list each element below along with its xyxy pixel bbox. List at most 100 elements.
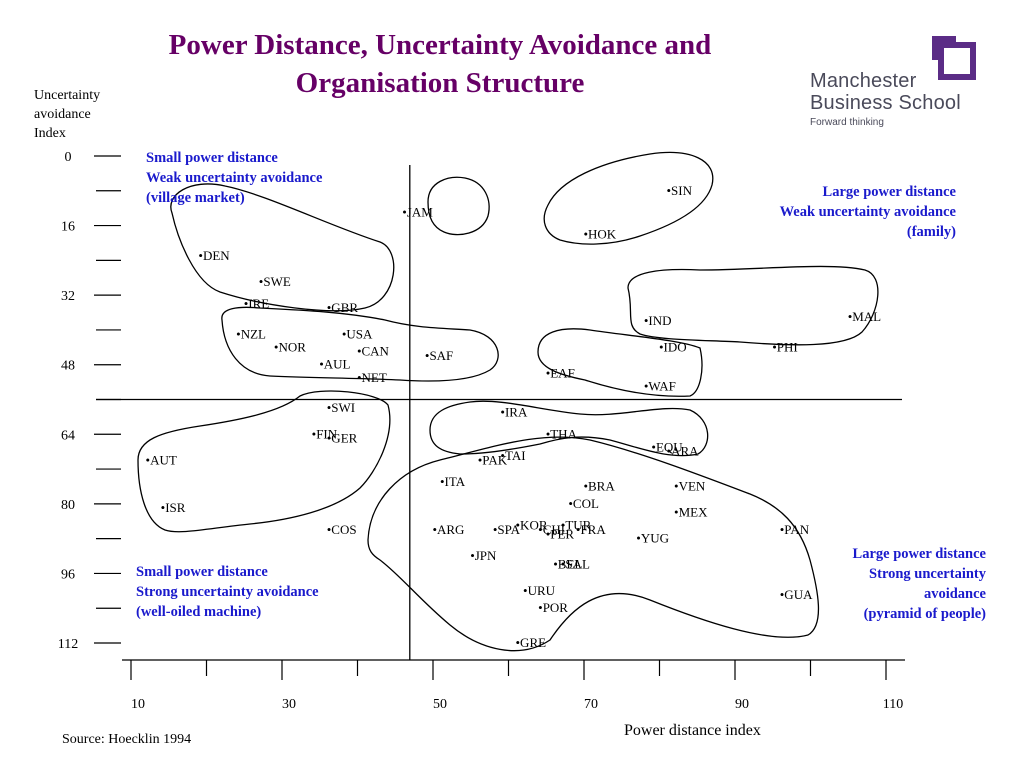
x-tick-label: 90 (735, 697, 749, 712)
y-tick-label: 32 (61, 289, 75, 304)
source-note: Source: Hoecklin 1994 (62, 732, 192, 747)
point-gbr: •GBR (327, 300, 359, 315)
quadrant-br-line-3: avoidance (923, 586, 986, 602)
y-axis-label-line-2: avoidance (34, 107, 91, 122)
point-ira: •IRA (500, 405, 528, 420)
outline-african (537, 328, 703, 397)
point-jam: •JAM (402, 205, 433, 220)
point-gua: •GUA (780, 587, 813, 602)
x-tick-label: 10 (131, 697, 145, 712)
point-mex: •MEX (674, 505, 708, 520)
point-pan: •PAN (780, 522, 810, 537)
point-pak: •PAK (478, 452, 508, 467)
point-sal: •SAL (561, 557, 590, 572)
manchester-logo-icon (932, 36, 976, 80)
outline-sin-hok (543, 151, 714, 245)
point-per: •PER (546, 526, 575, 541)
point-swe: •SWE (259, 274, 291, 289)
quadrant-br-line-2: Strong uncertainty (869, 566, 986, 582)
point-jpn: •JPN (470, 548, 497, 563)
quadrant-tr-line-3: (family) (906, 224, 956, 240)
quadrant-tr-line-1: Large power distance (822, 184, 956, 200)
logo-wordmark: Manchester Business School Forward think… (810, 70, 1000, 130)
point-chl: •CHL (538, 522, 569, 537)
quadrant-label-family: Large power distance Weak uncertainty av… (700, 182, 956, 242)
y-tick-label: 64 (61, 428, 75, 443)
point-fra: •FRA (576, 522, 606, 537)
quadrant-br-line-4: (pyramid of people) (863, 606, 986, 622)
outline-village-market (170, 183, 395, 312)
point-nor: •NOR (274, 339, 306, 354)
point-sin: •SIN (667, 183, 693, 198)
point-isr: •ISR (161, 500, 186, 515)
point-yug: •YUG (636, 531, 669, 546)
chart-axes: 0 16 32 48 64 80 96 112 10 30 50 70 90 110 (58, 150, 905, 712)
point-swi: •SWI (327, 400, 355, 415)
point-phi: •PHI (772, 339, 798, 354)
point-uru: •URU (523, 583, 556, 598)
quadrant-bl-line-1: Small power distance (136, 564, 268, 580)
quadrant-tr-line-2: Weak uncertainty avoidance (779, 204, 956, 220)
point-tur: •TUR (561, 518, 592, 533)
point-fin: •FIN (312, 426, 338, 441)
cluster-outlines (137, 151, 879, 652)
y-axis-label-line-1: Uncertainty (34, 88, 101, 103)
point-ido: •IDO (659, 339, 687, 354)
point-por: •POR (538, 600, 568, 615)
quadrant-tl-line-3: (village market) (146, 190, 245, 206)
point-eaf: •EAF (546, 365, 575, 380)
point-usa: •USA (342, 326, 373, 341)
country-points: •DEN •SWE •IRE •GBR •NZL •NOR •USA •CAN •AUL •NET… (146, 183, 882, 650)
point-aut: •AUT (146, 452, 177, 467)
point-cos: •COS (327, 522, 357, 537)
quadrant-dividers (96, 165, 902, 660)
outline-jamaica (427, 176, 490, 236)
x-tick-label: 50 (433, 697, 447, 712)
y-tick-label: 96 (61, 567, 75, 582)
slide-title: Power Distance, Uncertainty Avoidance an… (80, 26, 800, 102)
point-ind: •IND (644, 313, 672, 328)
y-tick-label: 112 (58, 637, 78, 652)
point-kor: •KOR (516, 518, 548, 533)
point-mal: •MAL (848, 309, 881, 324)
quadrant-label-village-market: Small power distance Weak uncertainty av… (146, 148, 322, 208)
point-arg: •ARG (432, 522, 464, 537)
quadrant-label-pyramid-of-people: Large power distance Strong uncertainty … (760, 544, 986, 624)
logo-tagline: Forward thinking (810, 117, 884, 128)
title-line-1: Power Distance, Uncertainty Avoidance an… (168, 29, 712, 61)
point-bra: •BRA (583, 478, 615, 493)
point-can: •CAN (357, 344, 390, 359)
point-ita: •ITA (440, 474, 466, 489)
outline-anglo-cluster (221, 306, 499, 382)
x-tick-label: 110 (883, 697, 903, 712)
outline-germanic (137, 390, 391, 533)
point-gre: •GRE (516, 635, 547, 650)
outline-middle-east (429, 400, 709, 457)
point-tha: •THA (546, 426, 578, 441)
point-net: •NET (357, 370, 387, 385)
point-saf: •SAF (425, 348, 453, 363)
point-aul: •AUL (319, 357, 350, 372)
point-hok: •HOK (583, 226, 616, 241)
y-tick-label: 48 (61, 359, 75, 374)
point-den: •DEN (198, 248, 230, 263)
point-bel: •BEL (553, 557, 582, 572)
point-waf: •WAF (644, 378, 676, 393)
y-axis-label: Uncertainty avoidance Index (34, 86, 130, 143)
logo-line-2: Business School (810, 92, 961, 114)
y-tick-label: 80 (61, 498, 75, 513)
point-ger: •GER (327, 431, 358, 446)
quadrant-bl-line-2: Strong uncertainty avoidance (136, 584, 319, 600)
point-equ: •EQU (651, 439, 683, 454)
point-ven: •VEN (674, 478, 706, 493)
point-tai: •TAI (500, 448, 525, 463)
outline-pyramid (367, 436, 820, 652)
y-tick-label: 16 (61, 220, 75, 235)
point-col: •COL (568, 496, 599, 511)
quadrant-label-well-oiled-machine: Small power distance Strong uncertainty … (136, 562, 319, 622)
point-nzl: •NZL (236, 326, 266, 341)
quadrant-br-line-1: Large power distance (852, 546, 986, 562)
y-tick-label: 0 (65, 150, 72, 165)
x-tick-label: 30 (282, 697, 296, 712)
